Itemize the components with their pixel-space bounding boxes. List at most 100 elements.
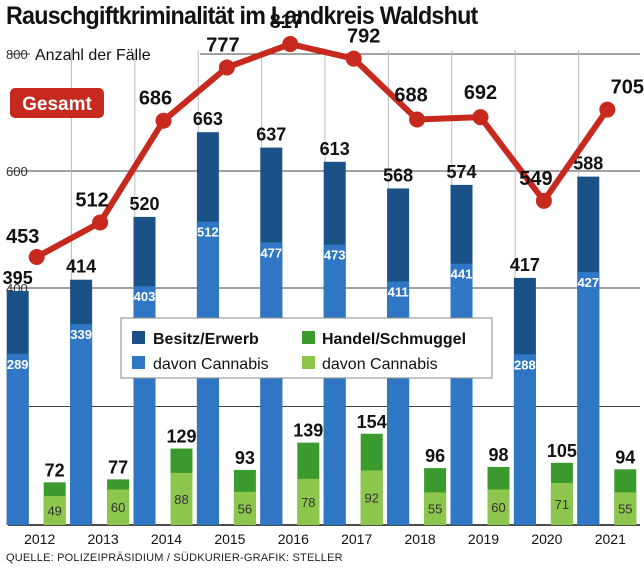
x-tick-label-2016: 2016 (278, 531, 309, 547)
label-besitz-cannabis-2013: 339 (70, 327, 92, 342)
label-handel-2020: 105 (547, 441, 577, 461)
label-besitz-2013: 414 (66, 257, 96, 277)
label-handel-2019: 98 (488, 445, 508, 465)
y-axis-title-bg (30, 41, 200, 61)
x-tick-label-2017: 2017 (341, 531, 372, 547)
bar-handel-cannabis-2017 (360, 470, 383, 525)
legend-swatch-besitz-cannabis (132, 356, 145, 369)
label-besitz-cannabis-2012: 289 (7, 357, 29, 372)
bar-handel-cannabis-2013 (107, 489, 130, 525)
label-gesamt-2014: 686 (139, 88, 172, 110)
point-gesamt-2020 (535, 192, 552, 209)
point-gesamt-2017 (345, 50, 362, 67)
label-besitz-cannabis-2016: 477 (260, 245, 282, 260)
label-handel-cannabis-2019: 60 (491, 500, 505, 515)
label-handel-cannabis-2017: 92 (364, 491, 378, 506)
x-tick-label-2013: 2013 (88, 531, 119, 547)
legend-label-handel: Handel/Schmuggel (322, 331, 466, 348)
x-tick-label-2021: 2021 (595, 531, 626, 547)
chart-title: Rauschgiftkriminalität im Landkreis Wald… (6, 2, 478, 30)
point-gesamt-2021 (599, 101, 616, 118)
label-besitz-cannabis-2015: 512 (197, 225, 219, 240)
label-besitz-cannabis-2019: 441 (451, 267, 473, 282)
label-besitz-2021: 588 (573, 154, 603, 174)
label-besitz-2015: 663 (193, 109, 223, 129)
label-gesamt-2013: 512 (75, 189, 108, 211)
x-tick-label-2015: 2015 (214, 531, 245, 547)
legend-swatch-besitz (132, 331, 145, 344)
line-gesamt (35, 41, 610, 260)
bar-handel-cannabis-2020 (550, 482, 573, 525)
label-besitz-2014: 520 (129, 194, 159, 214)
label-besitz-2012: 395 (3, 268, 33, 288)
label-besitz-cannabis-2018: 411 (388, 284, 409, 299)
label-handel-2021: 94 (615, 447, 635, 467)
legend-label-handel-cannabis: davon Cannabis (322, 356, 438, 373)
label-handel-cannabis-2021: 55 (618, 502, 632, 517)
x-tick-label-2018: 2018 (405, 531, 436, 547)
bar-handel-cannabis-2015 (233, 491, 256, 525)
label-handel-2013: 77 (108, 457, 128, 477)
label-gesamt-2020: 549 (519, 168, 552, 190)
x-tick-label-2012: 2012 (24, 531, 55, 547)
x-tick-label-2020: 2020 (531, 531, 562, 547)
label-handel-cannabis-2016: 78 (301, 495, 315, 510)
bar-besitz-cannabis-2012 (6, 353, 29, 525)
point-gesamt-2016 (282, 36, 299, 53)
label-handel-cannabis-2015: 56 (238, 501, 252, 516)
bar-besitz-cannabis-2021 (577, 272, 600, 525)
y-tick-label-800: 800 (6, 47, 28, 62)
bar-besitz-cannabis-2019 (450, 263, 473, 525)
label-besitz-cannabis-2014: 403 (134, 289, 156, 304)
legend-label-besitz: Besitz/Erwerb (153, 331, 259, 348)
label-handel-cannabis-2018: 55 (428, 502, 442, 517)
label-besitz-2017: 613 (320, 139, 350, 159)
label-besitz-cannabis-2020: 288 (514, 357, 536, 372)
label-besitz-2019: 574 (446, 162, 476, 182)
bar-besitz-cannabis-2020 (513, 354, 536, 525)
bar-handel-cannabis-2012 (43, 495, 66, 525)
point-gesamt-2014 (155, 112, 172, 129)
label-handel-2015: 93 (235, 448, 255, 468)
bar-besitz-cannabis-2013 (70, 324, 93, 525)
label-gesamt-2016: 817 (270, 11, 303, 33)
point-gesamt-2015 (218, 59, 235, 76)
label-handel-cannabis-2013: 60 (111, 500, 125, 515)
bar-handel-cannabis-2019 (487, 489, 510, 525)
legend-swatch-handel-cannabis (302, 356, 315, 369)
label-gesamt-2015: 777 (206, 34, 239, 56)
bar-handel-cannabis-2016 (297, 478, 320, 525)
bar-besitz-cannabis-2017 (323, 244, 346, 525)
y-tick-label-600: 600 (6, 164, 28, 179)
point-gesamt-2013 (92, 214, 109, 231)
label-gesamt-2018: 688 (394, 85, 427, 107)
point-gesamt-2012 (28, 248, 45, 265)
label-handel-2017: 154 (357, 412, 387, 432)
label-besitz-2018: 568 (383, 165, 413, 185)
label-gesamt-2017: 792 (347, 26, 380, 48)
legend-swatch-handel (302, 331, 315, 344)
label-gesamt-2019: 692 (464, 82, 497, 104)
label-handel-2012: 72 (45, 460, 65, 480)
label-handel-2018: 96 (425, 446, 445, 466)
label-besitz-2020: 417 (510, 255, 540, 275)
label-gesamt-2012: 453 (6, 226, 39, 248)
x-tick-label-2019: 2019 (468, 531, 499, 547)
label-handel-cannabis-2014: 88 (174, 492, 188, 507)
gesamt-badge-label: Gesamt (22, 94, 92, 115)
legend-label-besitz-cannabis: davon Cannabis (153, 356, 269, 373)
label-besitz-cannabis-2021: 427 (577, 275, 599, 290)
source-note: QUELLE: POLIZEIPRÄSIDIUM / SÜDKURIER-GRA… (6, 552, 343, 564)
label-handel-2016: 139 (293, 421, 323, 441)
point-gesamt-2019 (472, 109, 489, 126)
label-handel-cannabis-2020: 71 (555, 497, 569, 512)
point-gesamt-2018 (409, 111, 426, 128)
bar-handel-cannabis-2021 (614, 492, 637, 525)
label-handel-2014: 129 (166, 427, 196, 447)
bar-handel-cannabis-2018 (424, 492, 447, 525)
label-besitz-cannabis-2017: 473 (324, 248, 346, 263)
label-besitz-2016: 637 (256, 125, 286, 145)
bar-besitz-cannabis-2016 (260, 242, 283, 525)
y-axis-title: Anzahl der Fälle (35, 47, 151, 64)
